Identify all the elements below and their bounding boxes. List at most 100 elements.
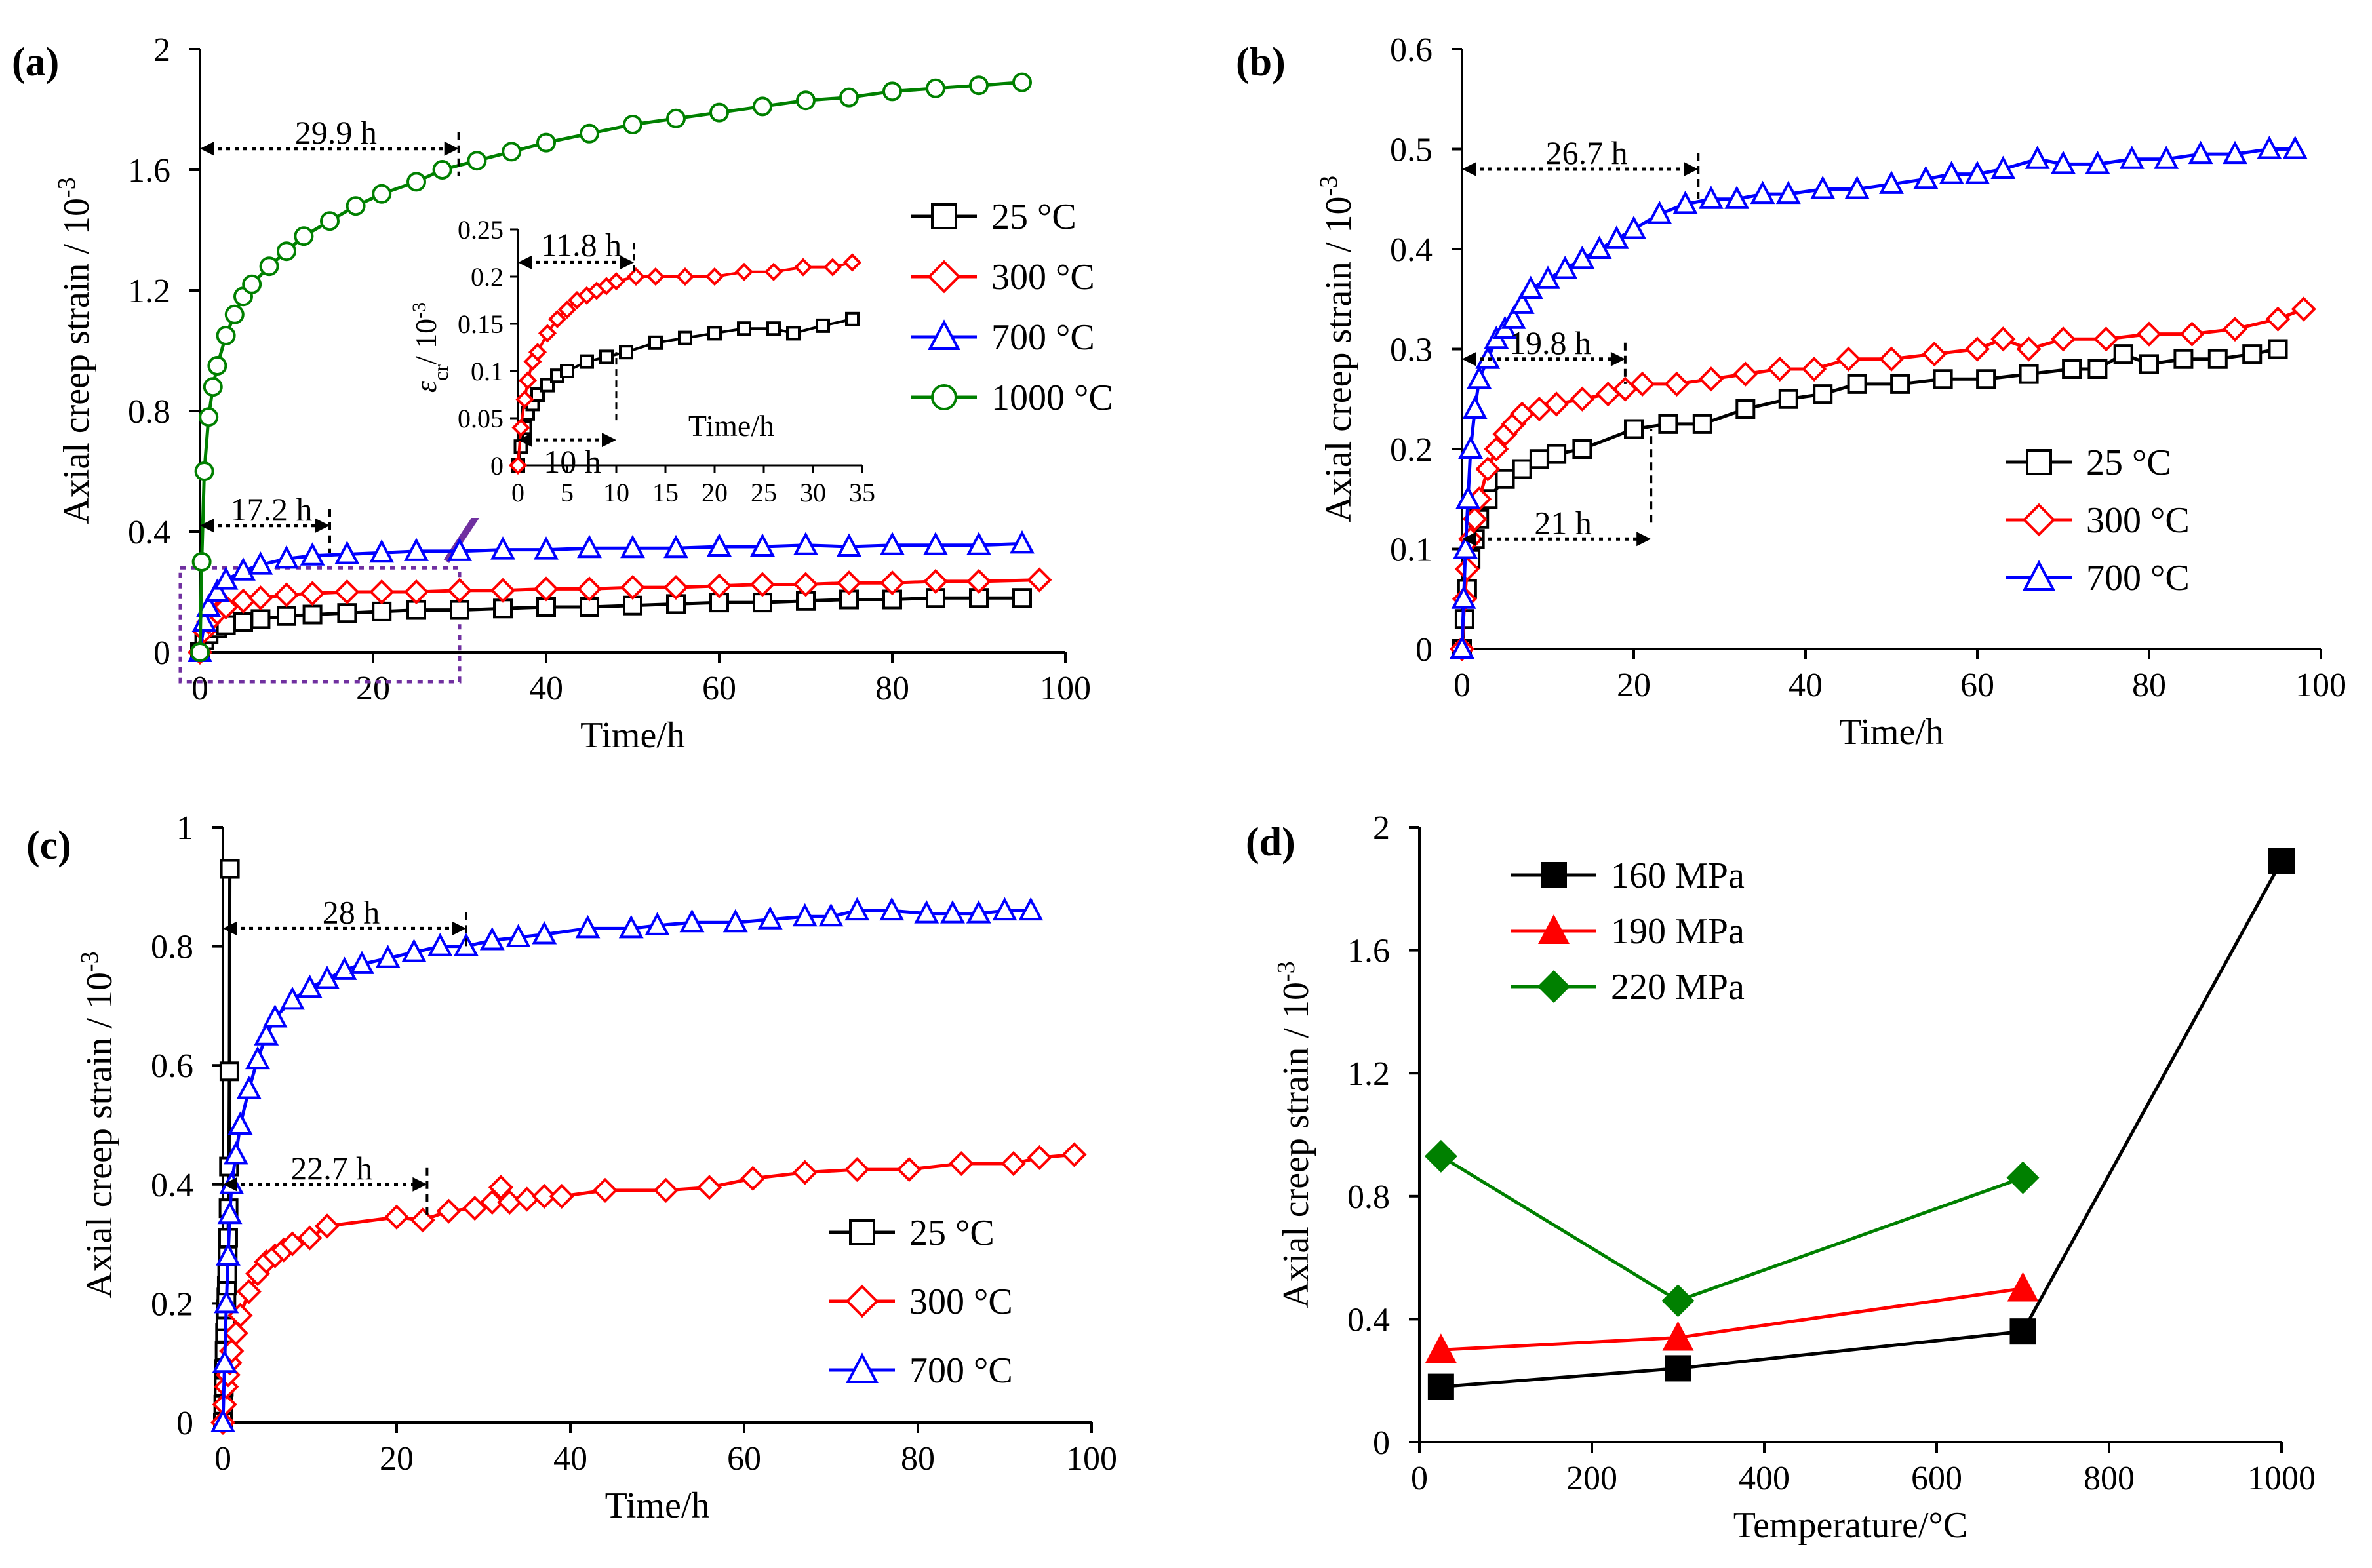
annotation-label: 29.9 h — [295, 114, 377, 151]
data-point — [1529, 449, 1549, 469]
data-point — [580, 123, 599, 144]
data-point — [1844, 175, 1870, 199]
data-point — [1922, 342, 1947, 367]
data-point — [1698, 366, 1724, 392]
data-point — [346, 196, 366, 216]
annotation-arrow-head-right — [444, 141, 459, 156]
legend-label: 1000 °C — [991, 378, 1113, 418]
annotation: 28 h — [223, 893, 467, 947]
legend-label: 25 °C — [2086, 442, 2171, 483]
data-point — [384, 1204, 410, 1230]
data-point — [879, 897, 905, 921]
inset-data-point — [646, 267, 665, 286]
data-point — [217, 1200, 243, 1225]
data-point — [882, 81, 902, 102]
data-point — [1451, 585, 1476, 609]
x-tick-label: 80 — [2132, 667, 2166, 704]
data-point — [279, 1231, 306, 1257]
data-point — [844, 897, 870, 921]
inset-annotation: 11.8 h — [518, 226, 635, 273]
inset-x-tick-label: 10 — [603, 478, 629, 507]
inset-data-point — [734, 262, 754, 281]
inset-y-label-tail: / 10 — [409, 319, 443, 364]
x-tick-label: 100 — [1040, 670, 1091, 707]
data-point — [245, 1046, 270, 1070]
data-point — [753, 96, 772, 117]
annotation-arrow-head-right — [1636, 532, 1651, 547]
y-axis-label: Axial creep strain / 10-3 — [76, 951, 120, 1298]
data-point — [406, 172, 426, 192]
data-point — [223, 1320, 248, 1346]
data-point — [620, 575, 646, 600]
data-point — [792, 903, 818, 927]
data-point — [2025, 146, 2050, 169]
data-point — [1775, 180, 1801, 205]
data-point — [410, 1207, 435, 1233]
data-point — [259, 256, 279, 277]
data-point — [2062, 359, 2082, 379]
data-point — [1018, 897, 1044, 921]
data-point — [297, 1225, 323, 1251]
inset-data-point — [845, 311, 860, 326]
y-tick-label: 0.8 — [128, 393, 170, 431]
annotation-arrow-head-right — [452, 921, 466, 936]
inset-annotation-arrow-head-right — [620, 255, 634, 270]
data-point — [837, 533, 861, 557]
data-point — [2188, 140, 2213, 165]
data-point — [750, 533, 775, 557]
y-tick-label: 0 — [176, 1405, 193, 1442]
x-tick-label: 800 — [2084, 1460, 2135, 1497]
data-point — [1662, 1321, 1694, 1351]
legend-label: 700 °C — [991, 317, 1095, 358]
data-point — [2009, 1318, 2036, 1345]
series-1000 °C — [190, 72, 1032, 662]
data-point — [1547, 444, 1567, 464]
panel-c: 0 20 40 60 80 100 0 0.2 0.4 0.6 0.8 1 Time/h Axial cr… — [26, 810, 1117, 1526]
inset-x-tick-label: 35 — [849, 478, 875, 507]
data-point — [300, 542, 325, 566]
data-point — [1621, 216, 1646, 239]
data-point — [1735, 399, 1756, 419]
y-axis-label: Axial creep strain / 10-3 — [53, 177, 97, 524]
x-tick-label: 200 — [1566, 1460, 1617, 1497]
data-point — [709, 102, 729, 123]
data-point — [220, 859, 240, 879]
data-point — [549, 1183, 574, 1209]
data-point — [1847, 374, 1867, 394]
data-point — [1027, 1145, 1052, 1171]
series-line — [1440, 1154, 2024, 1303]
inset-y-tick-label: 0 — [490, 451, 504, 480]
data-point — [446, 578, 473, 603]
legend-marker — [1541, 862, 1567, 888]
data-point — [914, 900, 939, 924]
data-point — [248, 585, 273, 611]
legend-marker — [2022, 503, 2056, 537]
zoom-box — [178, 566, 462, 684]
legend-marker — [931, 384, 957, 410]
data-point — [2093, 326, 2119, 352]
x-tick-label: 0 — [191, 670, 208, 707]
data-point — [1604, 225, 1629, 249]
data-point — [2222, 316, 2248, 342]
x-tick-label: 40 — [529, 670, 563, 707]
x-tick-label: 60 — [1960, 667, 1994, 704]
data-point — [696, 1175, 722, 1200]
data-point — [1518, 275, 1543, 299]
data-point — [1501, 305, 1526, 329]
inset-data-point — [580, 354, 594, 369]
legend-marker — [2026, 449, 2052, 475]
data-point — [2154, 146, 2179, 169]
data-point — [1495, 469, 1515, 489]
x-tick-label: 40 — [1789, 667, 1823, 704]
series-220 MPa — [1424, 1139, 2040, 1318]
data-point — [369, 579, 395, 605]
data-point — [1778, 389, 1798, 409]
legend-label: 300 °C — [991, 257, 1095, 298]
inset-data-point — [823, 258, 842, 277]
series-300 °C — [1449, 296, 2316, 662]
data-point — [302, 604, 323, 625]
y-tick-label: 0.3 — [1390, 332, 1433, 369]
data-point — [620, 534, 645, 559]
data-point — [207, 356, 227, 376]
data-point — [966, 532, 991, 555]
